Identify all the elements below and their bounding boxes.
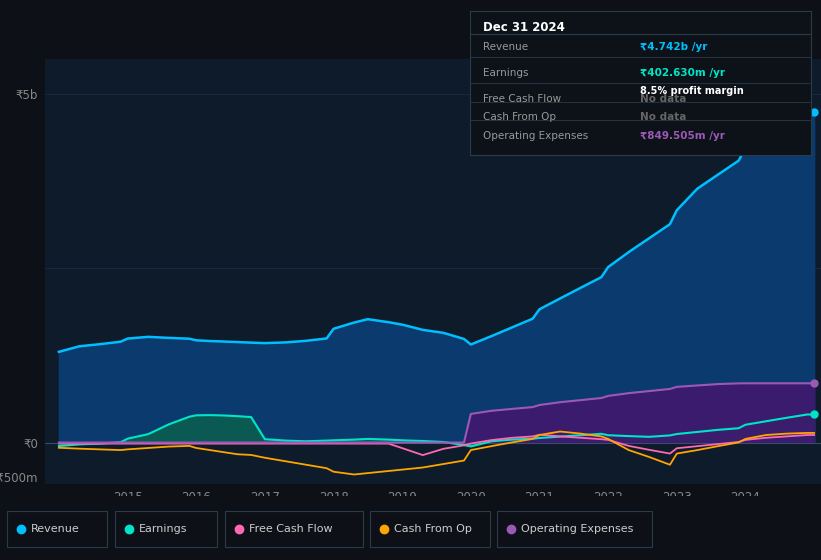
Text: Revenue: Revenue <box>31 524 80 534</box>
Text: Earnings: Earnings <box>139 524 187 534</box>
Text: ₹402.630m /yr: ₹402.630m /yr <box>640 68 726 78</box>
Text: Free Cash Flow: Free Cash Flow <box>484 95 562 104</box>
Text: ₹849.505m /yr: ₹849.505m /yr <box>640 130 725 141</box>
Text: Operating Expenses: Operating Expenses <box>521 524 633 534</box>
Text: Dec 31 2024: Dec 31 2024 <box>484 21 565 34</box>
Text: Free Cash Flow: Free Cash Flow <box>249 524 333 534</box>
Text: Cash From Op: Cash From Op <box>394 524 472 534</box>
Text: Revenue: Revenue <box>484 43 529 53</box>
Text: Cash From Op: Cash From Op <box>484 112 557 122</box>
Text: No data: No data <box>640 95 686 104</box>
Text: No data: No data <box>640 112 686 122</box>
Text: 8.5% profit margin: 8.5% profit margin <box>640 86 744 96</box>
Text: Earnings: Earnings <box>484 68 529 78</box>
Text: Operating Expenses: Operating Expenses <box>484 130 589 141</box>
Text: ₹4.742b /yr: ₹4.742b /yr <box>640 43 708 53</box>
